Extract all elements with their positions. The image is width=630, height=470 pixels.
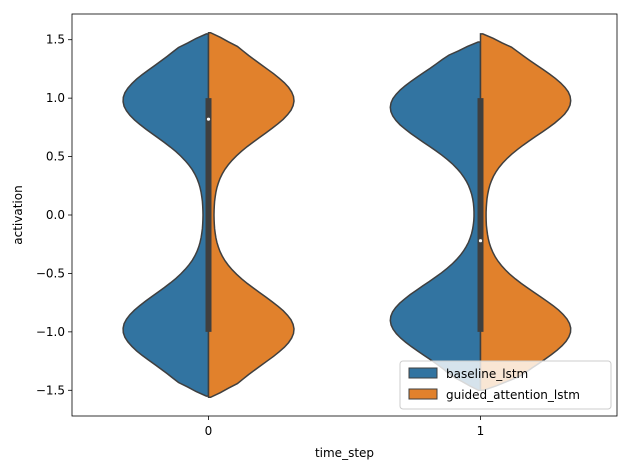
- legend-label-baseline_lstm: baseline_lstm: [446, 367, 528, 381]
- x-tick-label: 0: [205, 424, 213, 438]
- y-tick-label: −1.0: [36, 325, 65, 339]
- median-point-0: [206, 117, 211, 121]
- x-axis-label: time_step: [315, 446, 374, 460]
- violin-half-baseline_lstm-0: [122, 33, 210, 397]
- legend-label-guided_attention_lstm: guided_attention_lstm: [446, 388, 580, 402]
- y-tick-label: −0.5: [36, 266, 65, 280]
- inner-boxes: [205, 98, 484, 332]
- y-tick-label: 1.5: [46, 33, 65, 47]
- y-axis-label: activation: [11, 185, 25, 244]
- legend-swatch-guided_attention_lstm: [408, 388, 438, 400]
- iqr-box-1: [477, 98, 484, 332]
- y-tick-label: 0.0: [46, 208, 65, 222]
- y-tick-label: −1.5: [36, 383, 65, 397]
- y-axis-ticks: −1.5 −1.0 −0.5 0.0 0.5 1.0 1.5: [36, 33, 72, 397]
- violin-half-guided_attention_lstm-1: [479, 33, 572, 392]
- violin-half-guided_attention_lstm-0: [207, 31, 295, 399]
- y-tick-label: 0.5: [46, 150, 65, 164]
- legend-swatch-baseline_lstm: [408, 367, 438, 379]
- iqr-box-0: [205, 98, 212, 332]
- legend: baseline_lstm guided_attention_lstm: [399, 360, 612, 410]
- x-tick-label: 1: [477, 424, 485, 438]
- median-point-1: [478, 239, 483, 243]
- y-tick-label: 1.0: [46, 91, 65, 105]
- violin-half-baseline_lstm-1: [389, 41, 482, 392]
- legend-box: [399, 360, 612, 410]
- violins: [122, 31, 572, 399]
